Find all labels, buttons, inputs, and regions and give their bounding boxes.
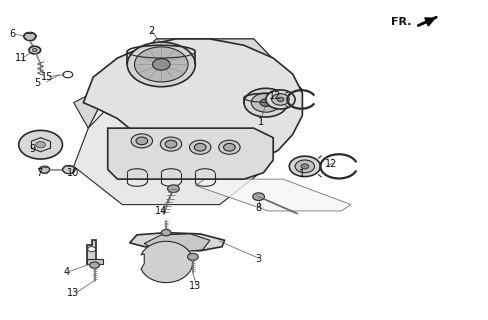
Circle shape	[194, 143, 206, 151]
Polygon shape	[130, 233, 224, 251]
Text: 3: 3	[256, 254, 262, 264]
Text: 11: 11	[15, 53, 27, 63]
Circle shape	[90, 262, 100, 268]
Circle shape	[260, 99, 272, 107]
Circle shape	[277, 97, 284, 102]
Circle shape	[189, 140, 211, 154]
Text: 1: 1	[299, 169, 305, 179]
Text: 1: 1	[258, 117, 264, 127]
Polygon shape	[141, 241, 193, 283]
Polygon shape	[144, 234, 210, 252]
Polygon shape	[108, 128, 273, 179]
Circle shape	[161, 229, 171, 236]
Polygon shape	[88, 39, 303, 179]
Circle shape	[295, 160, 315, 173]
Circle shape	[224, 143, 235, 151]
Circle shape	[32, 49, 37, 52]
Text: 12: 12	[325, 159, 338, 169]
Text: 12: 12	[269, 91, 282, 101]
Circle shape	[62, 165, 75, 174]
Circle shape	[36, 141, 45, 148]
Text: 5: 5	[34, 78, 41, 88]
Polygon shape	[87, 240, 96, 264]
Text: 13: 13	[189, 281, 202, 291]
Circle shape	[266, 90, 295, 109]
Text: 7: 7	[37, 168, 43, 178]
Polygon shape	[74, 39, 303, 128]
Text: 8: 8	[256, 204, 262, 213]
Text: 2: 2	[148, 26, 155, 36]
Text: 15: 15	[41, 72, 53, 82]
Circle shape	[135, 47, 188, 82]
Circle shape	[160, 137, 182, 151]
Circle shape	[39, 166, 50, 173]
Circle shape	[165, 140, 177, 148]
Text: 10: 10	[66, 168, 79, 178]
Circle shape	[136, 137, 148, 145]
Circle shape	[301, 164, 309, 169]
Text: 6: 6	[10, 29, 16, 39]
Circle shape	[253, 193, 264, 200]
Text: 13: 13	[66, 288, 79, 298]
Circle shape	[219, 140, 240, 154]
Circle shape	[272, 94, 289, 105]
FancyArrowPatch shape	[421, 18, 434, 25]
Circle shape	[289, 156, 321, 177]
Circle shape	[153, 59, 170, 70]
Polygon shape	[74, 77, 283, 204]
Text: 14: 14	[155, 206, 167, 216]
Circle shape	[29, 46, 41, 54]
Circle shape	[127, 42, 195, 87]
Circle shape	[88, 247, 96, 252]
Circle shape	[167, 185, 179, 193]
Polygon shape	[87, 260, 103, 264]
Circle shape	[251, 93, 281, 112]
Text: 4: 4	[63, 267, 69, 277]
Circle shape	[131, 134, 153, 148]
Circle shape	[244, 88, 288, 117]
Polygon shape	[195, 179, 351, 211]
Circle shape	[19, 130, 62, 159]
Circle shape	[23, 32, 36, 41]
Text: FR.: FR.	[391, 17, 412, 28]
Text: 9: 9	[29, 144, 36, 154]
Polygon shape	[83, 39, 303, 166]
Circle shape	[187, 253, 198, 260]
